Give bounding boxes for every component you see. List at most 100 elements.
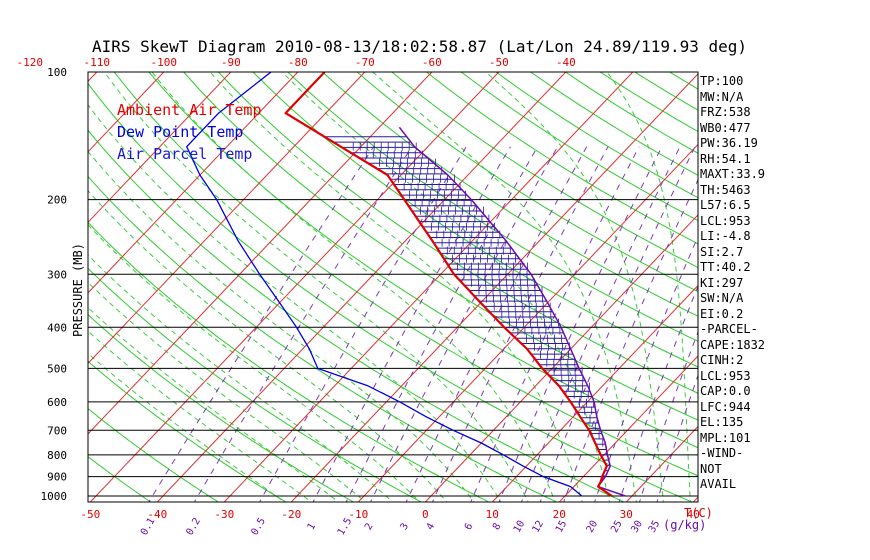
pressure-tick-label: 600	[47, 396, 67, 409]
dry-adiabat	[88, 267, 423, 502]
index-entry: LCL:953	[700, 213, 751, 228]
moist-adiabat	[88, 150, 475, 502]
mixing-ratio-label: 2	[363, 521, 376, 532]
index-entry: TH:5463	[700, 182, 751, 197]
index-entry: PW:36.19	[700, 136, 758, 150]
dry-adiabat	[287, 72, 698, 342]
bottom-temp-tick-label: -50	[80, 508, 100, 521]
index-entry: -PARCEL-	[700, 322, 758, 336]
index-entry: SW:N/A	[700, 291, 744, 305]
dry-adiabat	[252, 72, 698, 368]
bottom-temp-tick-label: 0	[422, 508, 429, 521]
mixing-ratio-label: 30	[629, 519, 645, 535]
mixing-ratio-label: 4	[425, 521, 438, 532]
bottom-temp-tick-label: 40	[687, 508, 700, 521]
index-entry: FRZ:538	[700, 105, 751, 119]
index-entry: NOT	[700, 461, 722, 476]
temp-unit-label: T(C)	[684, 506, 713, 520]
pressure-tick-label: 500	[47, 362, 67, 375]
top-temp-tick-label: -40	[556, 56, 576, 69]
mixing-ratio-label: 10	[512, 519, 528, 535]
isotherm	[88, 72, 299, 294]
dry-adiabat	[356, 72, 698, 293]
index-entry: RH:54.1	[700, 151, 751, 166]
pressure-tick-label: 1000	[41, 490, 68, 503]
mixing-ratio-label: 35	[647, 519, 663, 535]
moist-adiabat	[372, 72, 637, 502]
legend-ambient: Ambient Air Temp	[117, 101, 262, 119]
moist-adiabat	[88, 104, 502, 502]
mixing-ratio-unit: (g/kg)	[663, 518, 706, 532]
index-entry: EI:0.2	[700, 306, 744, 321]
index-entry: AVAIL	[700, 477, 737, 491]
moist-adiabat	[485, 72, 664, 502]
bottom-temp-tick-label: 20	[553, 508, 566, 521]
index-entry: CAPE:1832	[700, 337, 766, 352]
index-entry: EL:135	[700, 415, 744, 429]
plot-frame	[87, 71, 699, 503]
index-entry: MPL:101	[700, 430, 751, 445]
index-entry: SI:2.7	[700, 244, 744, 259]
dry-adiabat	[322, 72, 698, 317]
pressure-tick-label: 400	[47, 321, 67, 334]
dry-adiabat	[88, 407, 220, 502]
index-entry: CAP:0.0	[700, 384, 751, 398]
moist-adiabat	[88, 254, 394, 502]
bottom-temp-tick-label: -40	[147, 508, 167, 521]
pressure-tick-label: 700	[47, 424, 67, 437]
dry-adiabat	[88, 360, 287, 502]
mixing-ratio-label: 15	[554, 519, 570, 535]
moist-adiabat	[209, 72, 583, 502]
parcel-line	[398, 126, 626, 497]
pressure-tick-label: 100	[47, 66, 67, 79]
dry-adiabat	[88, 456, 152, 502]
mixing-ratio-label: 20	[585, 519, 601, 535]
bottom-temp-tick-label: 10	[486, 508, 499, 521]
mixing-ratio-label: 25	[609, 519, 625, 535]
top-temp-tick-label: -90	[221, 56, 241, 69]
mixing-ratio-label: 12	[531, 519, 547, 535]
chart-title: AIRS SkewT Diagram 2010-08-13/18:02:58.8…	[92, 37, 748, 56]
moist-adiabat	[606, 72, 691, 502]
top-temp-tick-label: -110	[84, 56, 111, 69]
legend-dewpoint: Dew Point Temp	[117, 123, 244, 141]
index-entry: KI:297	[700, 275, 744, 290]
dry-adiabat	[183, 72, 698, 421]
mixing-ratio-label: 6	[463, 521, 476, 532]
mixing-ratio-label: 8	[491, 521, 504, 532]
top-temp-tick-label: -50	[489, 56, 509, 69]
isotherm	[88, 72, 165, 153]
index-entry: WB0:477	[700, 120, 751, 135]
bottom-temp-tick-label: 30	[620, 508, 633, 521]
top-temp-tick-label: -70	[355, 56, 375, 69]
top-temp-tick-label: -60	[422, 56, 442, 69]
bottom-temp-tick-label: -30	[214, 508, 234, 521]
mixing-ratio-label: 3	[399, 521, 412, 532]
pressure-tick-label: 800	[47, 449, 67, 462]
legend-parcel: Air Parcel Temp	[117, 145, 253, 163]
dry-adiabat	[217, 72, 698, 394]
bottom-temp-tick-label: -10	[348, 508, 368, 521]
moist-adiabat	[88, 190, 448, 502]
index-entry: LI:-4.8	[700, 229, 751, 243]
dewpoint-line	[186, 72, 583, 497]
moist-adiabat	[151, 72, 556, 502]
moist-adiabat	[88, 352, 286, 502]
dry-adiabat	[391, 72, 698, 269]
dry-adiabat	[148, 72, 698, 449]
isotherm	[88, 72, 232, 224]
isotherm	[88, 72, 366, 365]
ambient-temp-line	[284, 72, 613, 497]
pressure-tick-label: 200	[47, 194, 67, 207]
pressure-tick-label: 300	[47, 268, 67, 281]
index-entry: LFC:944	[700, 399, 751, 414]
top-temp-tick-label: -100	[151, 56, 178, 69]
top-temp-tick-label: -80	[288, 56, 308, 69]
index-entry: TT:40.2	[700, 260, 751, 274]
pressure-tick-label: 900	[47, 471, 67, 484]
moist-adiabat	[103, 72, 529, 502]
index-entry: -WIND-	[700, 446, 744, 460]
index-entry: MAXT:33.9	[700, 167, 766, 181]
dry-adiabat	[88, 82, 693, 502]
